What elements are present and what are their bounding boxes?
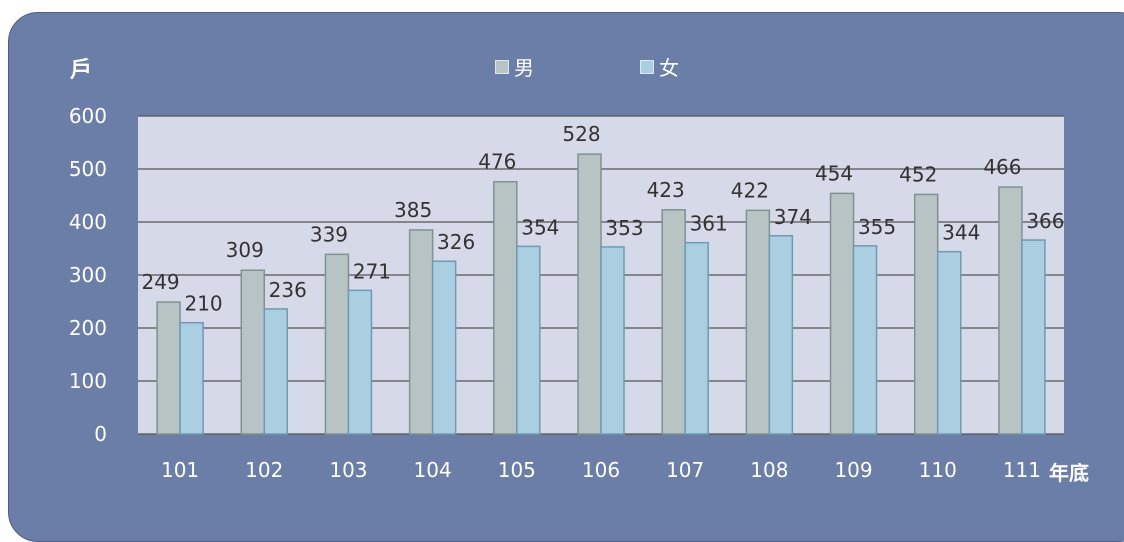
bar-female-101 <box>179 321 204 435</box>
bar-male-103 <box>324 253 350 435</box>
y-tick-label: 0 <box>94 422 107 446</box>
data-label-male: 385 <box>394 198 432 222</box>
y-tick-label: 500 <box>69 157 107 181</box>
x-tick-label: 101 <box>161 458 199 482</box>
data-label-male: 466 <box>983 155 1021 179</box>
x-tick-label: 106 <box>582 458 620 482</box>
legend-swatch-male <box>495 59 509 74</box>
y-tick-label: 100 <box>69 369 107 393</box>
data-label-male: 476 <box>478 150 516 174</box>
data-label-female: 236 <box>269 278 307 302</box>
bar-male-101 <box>156 301 181 435</box>
data-label-female: 354 <box>521 215 559 239</box>
x-tick-label: 107 <box>666 458 704 482</box>
data-label-female: 355 <box>858 215 896 239</box>
bar-chart: 2492103092363392713853264763545283534233… <box>69 104 1065 482</box>
bar-female-104 <box>431 260 457 435</box>
x-tick-label: 104 <box>414 458 452 482</box>
x-tick-label: 111 <box>1003 458 1041 482</box>
x-tick-label: 102 <box>245 458 283 482</box>
bar-male-108 <box>745 209 771 435</box>
x-axis-ticks: 101 102 103 104 105 106 107 108 109 110 111 <box>161 458 1041 482</box>
data-label-female: 366 <box>1026 209 1064 233</box>
x-tick-label: 109 <box>834 458 872 482</box>
y-tick-label: 200 <box>69 316 107 340</box>
x-axis-unit-label: 年底 <box>1049 461 1089 485</box>
data-label-female: 326 <box>437 230 475 254</box>
data-label-female: 353 <box>605 216 643 240</box>
data-label-female: 210 <box>184 292 222 316</box>
x-tick-label: 105 <box>498 458 536 482</box>
x-tick-label: 108 <box>750 458 788 482</box>
bar-female-107 <box>684 241 709 435</box>
x-tick-label: 103 <box>329 458 367 482</box>
bar-female-102 <box>263 308 289 435</box>
data-labels: 2492103092363392713853264763545283534233… <box>141 122 1064 316</box>
bars <box>156 153 1046 435</box>
bar-female-103 <box>347 289 373 435</box>
data-label-male: 339 <box>310 222 348 246</box>
y-axis-ticks: 0 100 200 300 400 500 600 <box>69 104 107 446</box>
data-label-male: 249 <box>141 270 179 294</box>
bar-female-105 <box>516 245 541 435</box>
legend-swatch-female <box>640 59 654 74</box>
data-label-female: 361 <box>690 212 728 236</box>
legend-item-female: 女 <box>640 52 679 81</box>
data-label-male: 454 <box>815 161 853 185</box>
y-tick-label: 300 <box>69 263 107 287</box>
data-label-male: 528 <box>562 122 600 146</box>
bar-female-108 <box>768 235 794 435</box>
data-label-female: 344 <box>942 221 980 245</box>
bar-male-105 <box>493 180 518 435</box>
bar-male-104 <box>408 229 434 435</box>
bar-male-102 <box>240 269 266 435</box>
data-label-male: 422 <box>731 178 769 202</box>
x-tick-label: 110 <box>919 458 957 482</box>
y-tick-label: 400 <box>69 210 107 234</box>
bar-female-111 <box>1021 239 1046 435</box>
bar-male-110 <box>913 193 939 435</box>
data-label-male: 452 <box>899 162 937 186</box>
bar-female-110 <box>936 250 962 435</box>
legend-label-female: 女 <box>659 56 679 80</box>
data-label-female: 374 <box>774 205 812 229</box>
bar-female-109 <box>852 245 878 435</box>
y-axis-unit-label: 戶 <box>70 58 93 83</box>
legend-item-male: 男 <box>495 52 534 81</box>
y-tick-label: 600 <box>69 104 107 128</box>
data-label-male: 309 <box>226 238 264 262</box>
bar-male-109 <box>829 192 855 435</box>
data-label-male: 423 <box>647 178 685 202</box>
data-label-female: 271 <box>353 259 391 283</box>
bar-male-107 <box>661 209 686 435</box>
bar-male-106 <box>577 153 602 435</box>
bar-female-106 <box>600 246 625 435</box>
legend-label-male: 男 <box>514 56 534 80</box>
bar-male-111 <box>998 186 1023 435</box>
